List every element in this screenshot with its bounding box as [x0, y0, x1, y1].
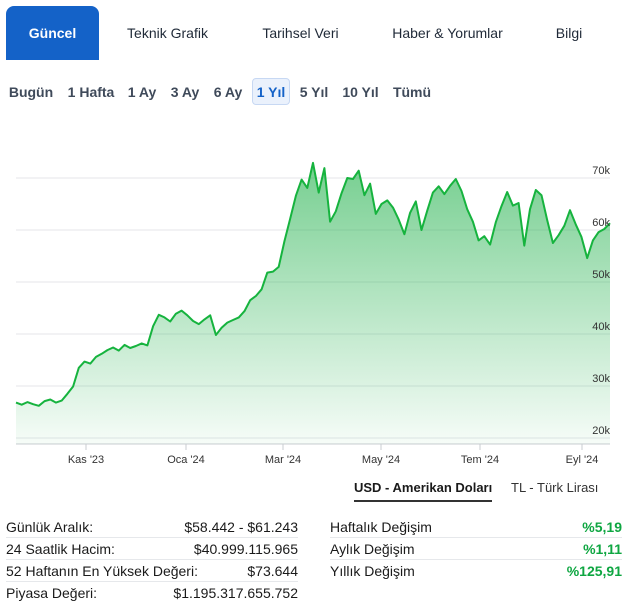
- x-tick-label: Kas '23: [68, 454, 104, 466]
- range-bugun[interactable]: Bugün: [8, 83, 54, 100]
- tab-haber-yorumlar[interactable]: Haber & Yorumlar: [392, 25, 503, 41]
- range-3-ay[interactable]: 3 Ay: [170, 83, 200, 100]
- tab-tarihsel-veri[interactable]: Tarihsel Veri: [262, 25, 339, 41]
- stat-label-monthly-change: Aylık Değişim: [330, 540, 415, 557]
- range-5-yil[interactable]: 5 Yıl: [299, 83, 329, 100]
- stat-value-market-cap: $1.195.317.655.752: [173, 585, 298, 601]
- currency-usd-tab[interactable]: USD - Amerikan Doları: [354, 480, 493, 502]
- range-6-ay[interactable]: 6 Ay: [213, 83, 243, 100]
- stat-row: Piyasa Değeri: $1.195.317.655.752: [6, 582, 298, 602]
- price-chart-svg: 70k 60k 50k 40k 30k 20k Kas '23 Oca '24 Mar '24…: [15, 161, 611, 466]
- stat-label-yearly-change: Yıllık Değişim: [330, 563, 415, 579]
- range-1-ay[interactable]: 1 Ay: [127, 83, 157, 100]
- range-10-yil[interactable]: 10 Yıl: [342, 83, 379, 100]
- stat-row: Günlük Aralık: $58.442 - $61.243: [6, 516, 298, 538]
- stat-value-weekly-change: %5,19: [582, 518, 622, 535]
- y-tick-label: 50k: [592, 269, 610, 281]
- y-tick-label: 20k: [592, 425, 610, 437]
- stat-value-52w-high: $73.644: [247, 562, 298, 579]
- price-area-fill: [16, 162, 610, 444]
- stat-label-24h-volume: 24 Saatlik Hacim:: [6, 540, 115, 557]
- stat-row: Aylık Değişim %1,11: [330, 538, 622, 560]
- x-tick-label: Eyl '24: [566, 454, 599, 466]
- stat-value-24h-volume: $40.999.115.965: [193, 540, 298, 557]
- stat-value-monthly-change: %1,11: [583, 540, 622, 557]
- tab-bilgi[interactable]: Bilgi: [555, 25, 583, 41]
- x-tick-label: May '24: [362, 454, 400, 466]
- stat-value-yearly-change: %125,91: [566, 563, 622, 579]
- y-tick-label: 30k: [592, 373, 610, 385]
- stat-row: 24 Saatlik Hacim: $40.999.115.965: [6, 538, 298, 560]
- stat-label-weekly-change: Haftalık Değişim: [330, 518, 432, 535]
- stat-label-daily-range: Günlük Aralık:: [6, 518, 94, 535]
- stat-row: 52 Haftanın En Yüksek Değeri: $73.644: [6, 560, 298, 582]
- stat-row: Yıllık Değişim %125,91: [330, 560, 622, 582]
- y-tick-label: 70k: [592, 165, 610, 177]
- x-tick-label: Tem '24: [461, 454, 499, 466]
- tab-guncel[interactable]: Güncel: [6, 6, 99, 60]
- price-line: [15, 161, 611, 407]
- stats-right-table: Haftalık Değişim %5,19 Aylık Değişim %1,…: [330, 516, 622, 582]
- stat-label-market-cap: Piyasa Değeri:: [6, 585, 98, 601]
- time-range-selector: Bugün 1 Hafta 1 Ay 3 Ay 6 Ay 1 Yıl 5 Yıl…: [0, 78, 622, 106]
- stat-label-52w-high: 52 Haftanın En Yüksek Değeri:: [6, 562, 198, 579]
- price-chart[interactable]: 70k 60k 50k 40k 30k 20k Kas '23 Oca '24 Mar '24…: [0, 118, 622, 470]
- y-tick-label: 60k: [592, 217, 610, 229]
- currency-tl-tab[interactable]: TL - Türk Lirası: [511, 480, 599, 495]
- stat-value-daily-range: $58.442 - $61.243: [184, 518, 298, 535]
- x-tick-label: Mar '24: [265, 454, 301, 466]
- y-tick-label: 40k: [592, 321, 610, 333]
- x-tick-label: Oca '24: [167, 454, 205, 466]
- range-1-hafta[interactable]: 1 Hafta: [67, 83, 115, 100]
- range-tumu[interactable]: Tümü: [392, 83, 432, 100]
- range-1-yil[interactable]: 1 Yıl: [252, 78, 290, 105]
- stat-row: Haftalık Değişim %5,19: [330, 516, 622, 538]
- stats-left-table: Günlük Aralık: $58.442 - $61.243 24 Saat…: [6, 516, 298, 602]
- main-tabs: Güncel Teknik Grafik Tarihsel Veri Haber…: [0, 0, 622, 66]
- tab-teknik-grafik[interactable]: Teknik Grafik: [127, 25, 208, 41]
